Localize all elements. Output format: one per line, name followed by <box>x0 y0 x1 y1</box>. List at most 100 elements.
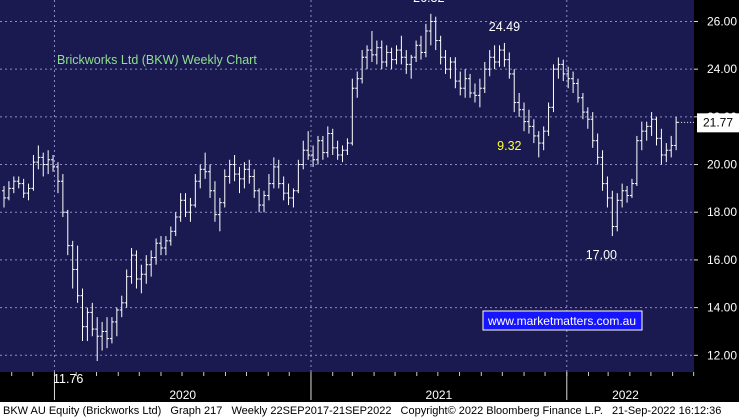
ohlc-bar <box>438 35 443 65</box>
ohlc-bar <box>629 178 634 198</box>
ohlc-bar <box>266 174 271 201</box>
ohlc-bar <box>477 78 482 108</box>
price-annotation: 24.49 <box>489 20 520 34</box>
ohlc-bar <box>389 47 394 70</box>
ohlc-bar <box>144 255 149 284</box>
ohlc-bar <box>463 69 468 98</box>
ohlc-bar <box>487 50 492 77</box>
watermark: www.marketmatters.com.au <box>482 310 643 331</box>
ohlc-bar <box>330 128 335 155</box>
ohlc-bar <box>90 302 95 337</box>
ohlc-bar <box>615 193 620 232</box>
ohlc-bar <box>472 83 477 103</box>
ohlc-bar <box>36 145 41 170</box>
y-tick-label: 26.00 <box>707 14 737 28</box>
ohlc-series <box>2 13 694 362</box>
ohlc-bar <box>365 45 370 70</box>
chart-title: Brickworks Ltd (BKW) Weekly Chart <box>57 53 257 67</box>
ohlc-bar <box>526 109 531 134</box>
ohlc-bar <box>31 155 36 191</box>
ohlc-bar <box>149 250 154 277</box>
ohlc-bar <box>384 45 389 67</box>
ohlc-bar <box>433 16 438 51</box>
ohlc-bar <box>119 295 124 318</box>
ohlc-bar <box>158 236 163 256</box>
ohlc-bar <box>355 71 360 98</box>
ohlc-bar <box>502 42 507 67</box>
ohlc-bar <box>271 157 276 189</box>
ohlc-bar <box>129 248 134 284</box>
ohlc-bar <box>21 178 26 198</box>
ohlc-bar <box>208 164 213 198</box>
price-annotation: 11.76 <box>53 372 83 386</box>
ohlc-bar <box>482 62 487 93</box>
ohlc-bar <box>654 116 659 146</box>
axis-panel-right <box>694 0 739 402</box>
y-tick-label: 20.00 <box>707 158 737 172</box>
ohlc-bar <box>409 54 414 79</box>
ohlc-bar <box>198 164 203 189</box>
ohlc-bar <box>55 162 60 194</box>
x-axis: 2020 2021 2022 <box>11 372 695 402</box>
ohlc-bar <box>649 112 654 136</box>
ohlc-bar <box>414 40 419 62</box>
ohlc-bar <box>556 57 561 79</box>
y-tick-label: 16.00 <box>707 253 737 267</box>
ohlc-bar <box>561 59 566 82</box>
ohlc-bar <box>60 174 65 217</box>
ohlc-bar <box>315 135 320 165</box>
bloomberg-footer: BKW AU Equity (Brickworks Ltd) Graph 217… <box>0 402 739 420</box>
ohlc-bar <box>517 93 522 117</box>
ohlc-bar <box>379 40 384 70</box>
ohlc-bar <box>443 50 448 74</box>
ohlc-bar <box>399 35 404 65</box>
price-annotation: 17.00 <box>586 248 617 262</box>
ohlc-bar <box>154 238 159 265</box>
ohlc-bar <box>301 140 306 170</box>
price-annotation: 26.32 <box>413 0 444 5</box>
ohlc-bar <box>669 135 674 158</box>
price-chart: 12.0014.0016.0018.0020.0022.0024.0026.00… <box>0 0 739 402</box>
y-tick-label: 18.00 <box>707 205 737 219</box>
ohlc-bar <box>374 40 379 65</box>
ohlc-bar <box>188 197 193 222</box>
ohlc-bar <box>497 45 502 67</box>
ohlc-bar <box>134 250 139 289</box>
footer-timestamp: 21-Sep-2022 16:12:36 <box>611 405 722 417</box>
last-price-label: 21.77 <box>703 115 733 129</box>
ohlc-bar <box>85 307 90 341</box>
ohlc-bar <box>428 13 433 46</box>
annotations: 26.32 24.49 9.32 17.00 11.76 <box>53 0 617 386</box>
ohlc-bar <box>546 102 551 136</box>
ohlc-bar <box>419 35 424 60</box>
watermark-text: www.marketmatters.com.au <box>487 314 636 328</box>
footer-period: Weekly 22SEP2017-21SEP2022 <box>231 405 392 417</box>
ohlc-bar <box>620 183 625 208</box>
ohlc-bar <box>664 143 669 163</box>
ohlc-bar <box>580 93 585 120</box>
ohlc-bar <box>222 169 227 208</box>
ohlc-bar <box>335 140 340 160</box>
price-annotation: 9.32 <box>497 139 521 153</box>
ohlc-bar <box>114 307 119 337</box>
ohlc-bar <box>163 236 168 256</box>
ohlc-bar <box>217 197 222 232</box>
ohlc-bar <box>276 159 281 189</box>
ohlc-bar <box>70 240 75 289</box>
x-tick-label: 2020 <box>169 388 196 402</box>
ohlc-bar <box>242 162 247 189</box>
ohlc-bar <box>507 52 512 79</box>
ohlc-bar <box>625 186 630 203</box>
ohlc-bar <box>585 107 590 129</box>
axis-panel-bottom <box>0 372 739 402</box>
ohlc-bar <box>124 269 129 308</box>
ohlc-bar <box>590 112 595 148</box>
ohlc-bar <box>531 119 536 144</box>
ohlc-bar <box>576 78 581 103</box>
ohlc-bar <box>139 264 144 294</box>
ohlc-bar <box>634 135 639 186</box>
ohlc-bar <box>262 190 267 213</box>
ohlc-bar <box>212 181 217 222</box>
ohlc-bar <box>227 159 232 184</box>
ohlc-bar <box>75 245 80 303</box>
